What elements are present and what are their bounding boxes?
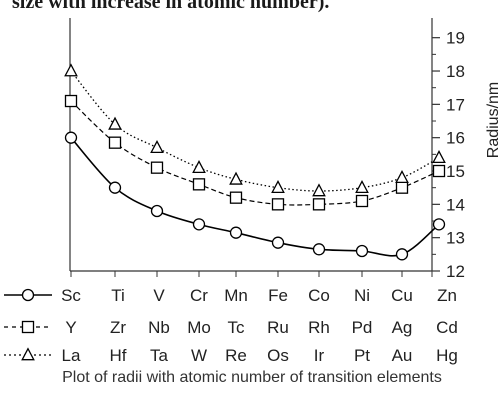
data-point-triangle (312, 183, 326, 197)
data-point-circle (312, 243, 326, 256)
element-label: Hg (436, 346, 458, 365)
data-point-square (229, 191, 243, 204)
y-tick-label: 18 (446, 62, 465, 81)
data-point-triangle (108, 116, 122, 130)
data-point-triangle (355, 180, 369, 194)
data-point-circle (432, 218, 446, 231)
data-point-triangle (395, 170, 409, 184)
data-point-square (108, 136, 122, 149)
element-label: Ir (314, 346, 325, 365)
axes: 12 13 14 15 16 17 18 19 Radius/nm (69, 18, 502, 281)
data-point-square (271, 198, 285, 211)
element-label: Cd (436, 318, 458, 337)
data-point-square (312, 198, 326, 211)
data-point-square (395, 181, 409, 194)
element-label: Cu (391, 286, 413, 305)
series-line (70, 137, 440, 257)
element-label: Hf (110, 346, 127, 365)
element-label: Ta (150, 346, 169, 365)
data-point-triangle (432, 150, 446, 164)
y-axis-label: Radius/nm (485, 82, 502, 158)
element-label: Pd (352, 318, 373, 337)
series-line (70, 100, 440, 206)
legend-marker-circle (21, 288, 35, 302)
y-tick-label: 17 (446, 95, 465, 114)
element-label: Ni (354, 286, 370, 305)
series-layer (64, 63, 446, 261)
legend-row-circle: Sc Ti V Cr Mn Fe Co Ni Cu Zn (4, 286, 457, 305)
data-point-triangle (150, 140, 164, 154)
series-square (64, 94, 446, 211)
element-label: Ti (111, 286, 125, 305)
legend-layer: Sc Ti V Cr Mn Fe Co Ni Cu Zn Y Zr Nb Mo Tc Ru Rh Pd Ag Cd La… (4, 286, 458, 365)
figure-caption: Plot of radii with atomic number of tran… (62, 369, 442, 386)
element-label: Zr (110, 318, 126, 337)
top-text: size with increase in atomic number). (12, 0, 330, 13)
element-label: Y (65, 318, 76, 337)
data-point-circle (108, 181, 122, 194)
element-label: Rh (308, 318, 330, 337)
legend-row-square: Y Zr Nb Mo Tc Ru Rh Pd Ag Cd (4, 318, 458, 337)
y-tick-label: 13 (446, 229, 465, 248)
y-tick-label: 19 (446, 29, 465, 48)
element-label: Zn (437, 286, 457, 305)
data-point-circle (150, 204, 164, 218)
element-label: Ru (267, 318, 289, 337)
data-point-circle (271, 236, 285, 249)
element-label: Os (267, 346, 289, 365)
data-point-square (192, 178, 206, 191)
element-label: Au (392, 346, 413, 365)
element-label: La (62, 346, 81, 365)
element-label: Co (308, 286, 330, 305)
element-label: Pt (354, 346, 370, 365)
element-label: Tc (228, 318, 246, 337)
element-label: Mo (187, 318, 211, 337)
series-circle (64, 131, 446, 261)
data-point-circle (229, 226, 243, 239)
data-point-square (355, 194, 369, 208)
element-label: Fe (268, 286, 288, 305)
data-point-triangle (192, 160, 206, 174)
y-tick-label: 14 (446, 195, 465, 214)
element-label: Re (225, 346, 247, 365)
element-label: Sc (61, 286, 81, 305)
legend-row-triangle: La Hf Ta W Re Os Ir Pt Au Hg (4, 346, 458, 365)
element-label: Mn (224, 286, 248, 305)
data-point-triangle (271, 180, 285, 194)
data-point-square (432, 164, 446, 178)
data-point-square (64, 94, 78, 108)
y-tick-label: 16 (446, 129, 465, 148)
series-triangle (64, 63, 446, 197)
legend-marker-triangle (21, 347, 35, 361)
data-point-circle (355, 244, 369, 258)
data-point-triangle (64, 63, 78, 77)
element-label: Nb (148, 318, 170, 337)
data-point-circle (192, 218, 206, 231)
element-label: V (153, 286, 165, 305)
series-line (70, 70, 440, 192)
data-point-square (150, 161, 164, 174)
data-point-circle (64, 131, 78, 144)
element-label: Cr (190, 286, 208, 305)
data-point-circle (395, 248, 409, 261)
y-tick-label: 15 (446, 162, 465, 181)
data-point-triangle (229, 171, 243, 185)
y-tick-label: 12 (446, 262, 465, 281)
legend-marker-square (21, 320, 35, 334)
element-label: Ag (392, 318, 413, 337)
element-label: W (191, 346, 207, 365)
